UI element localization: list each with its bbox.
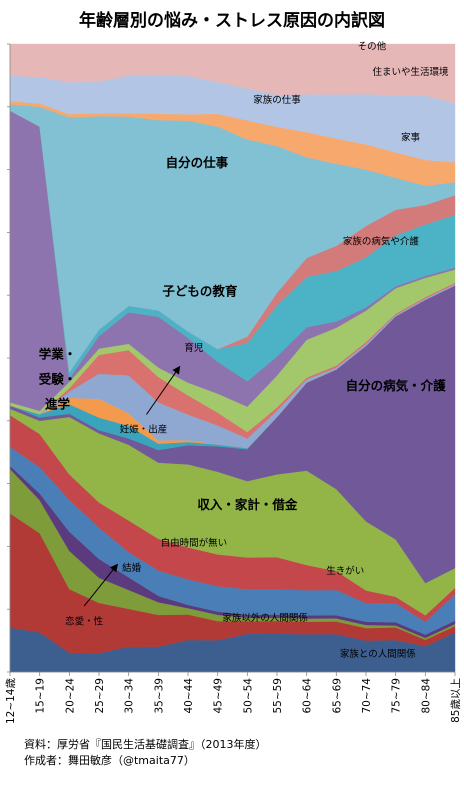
x-tick-label: 55~59 <box>272 678 284 714</box>
series-label: 自分の仕事 <box>166 155 229 170</box>
series-label: 家族以外の人間関係 <box>222 612 308 624</box>
series-label: 家事 <box>401 132 421 144</box>
x-tick-label: 25~29 <box>94 678 106 714</box>
x-tick-label: 40~44 <box>183 678 195 714</box>
series-label: 住まいや生活環境 <box>372 66 449 78</box>
series-label: 進学 <box>45 397 71 412</box>
x-tick-label: 80~84 <box>420 678 432 714</box>
series-label: 収入・家計・借金 <box>197 497 298 512</box>
x-tick-label: 60~64 <box>302 678 314 714</box>
x-tick-label: 35~39 <box>153 678 165 714</box>
x-axis: 12~14歳 15~19 20~24 25~29 30~34 35~39 40~44 45~4… <box>5 671 462 725</box>
x-tick-label: 65~69 <box>331 678 343 714</box>
series-label: 家族との人間関係 <box>340 648 416 660</box>
area-series-19 <box>9 43 456 104</box>
series-label: 妊娠・出産 <box>120 424 168 436</box>
area-series-group <box>9 43 456 673</box>
series-label: 家族の仕事 <box>253 94 301 106</box>
x-tick-label: 45~49 <box>213 678 225 714</box>
series-label: その他 <box>358 41 387 53</box>
series-label: 結婚 <box>122 562 142 574</box>
x-tick-label: 12~14歳 <box>5 678 17 725</box>
annotation-arrow <box>146 365 181 415</box>
series-label: 恋愛・性 <box>65 615 104 627</box>
y-axis <box>7 43 11 673</box>
x-tick-label: 15~19 <box>35 678 47 714</box>
series-label: 自分の病気・介護 <box>346 378 447 393</box>
annotation-arrow <box>83 563 119 607</box>
x-tick-label: 20~24 <box>64 678 76 714</box>
series-label: 育児 <box>184 342 204 354</box>
series-label: 自由時間が無い <box>161 537 228 549</box>
chart-title: 年齢層別の悩み・ストレス原因の内訳図 <box>79 11 385 31</box>
series-label: 子どもの教育 <box>162 284 238 299</box>
annotation-arrows <box>83 365 181 607</box>
series-label: 家族の病気や介護 <box>343 235 420 247</box>
author-note: 作成者：舞田敏彦（@tmaita77） <box>24 754 195 767</box>
x-tick-label: 50~54 <box>242 678 254 714</box>
x-tick-label: 30~34 <box>124 678 136 714</box>
x-tick-label: 70~74 <box>361 678 373 714</box>
x-tick-label: 85歳以上 <box>450 678 462 723</box>
x-tick-label: 75~79 <box>391 678 403 714</box>
source-note: 資料：厚労省『国民生活基礎調査』（2013年度） <box>24 738 267 751</box>
series-label: 生きがい <box>326 565 364 577</box>
series-label: 学業・ <box>39 346 77 361</box>
series-label: 受験・ <box>39 371 77 386</box>
